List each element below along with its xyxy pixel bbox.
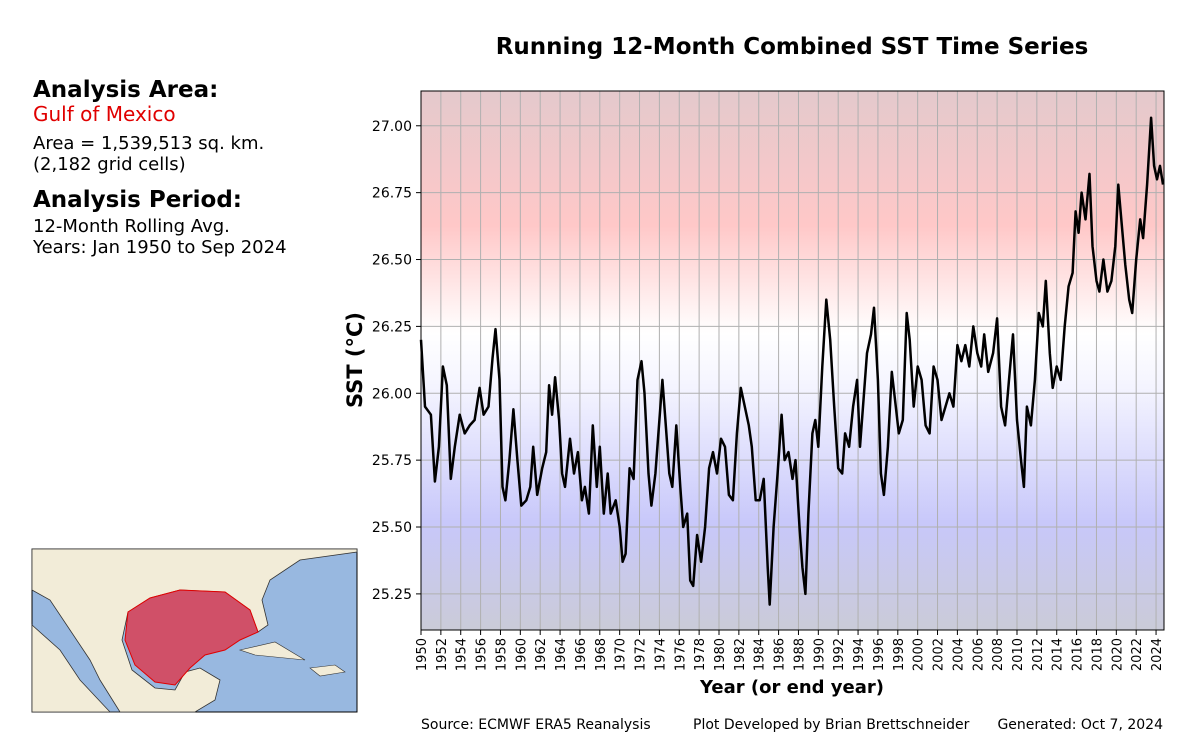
x-tick-label: 1984 [753, 638, 768, 671]
plot-background [421, 91, 1164, 630]
x-tick-label: 1960 [514, 638, 529, 671]
x-tick-label: 2018 [1090, 638, 1105, 671]
x-tick-label: 1964 [554, 638, 569, 671]
x-tick-label: 2010 [1011, 638, 1026, 671]
x-tick-label: 2012 [1031, 638, 1046, 671]
x-tick-label: 1982 [733, 638, 748, 671]
gulf-area [124, 589, 259, 686]
x-tick-label: 2006 [971, 638, 986, 671]
sst-line [419, 116, 1165, 606]
x-tick-label: 1988 [792, 638, 807, 671]
x-tick-label: 1980 [713, 638, 728, 671]
x-tick-label: 1954 [455, 638, 470, 671]
chart: Running 12-Month Combined SST Time Serie… [372, 34, 1165, 671]
y-tick-label: 26.50 [372, 253, 412, 269]
x-tick-label: 2008 [991, 638, 1006, 671]
x-tick-label: 2014 [1051, 638, 1066, 671]
x-tick-label: 1990 [812, 638, 827, 671]
x-tick-label: 1952 [435, 638, 450, 671]
x-tick-label: 1958 [494, 638, 509, 671]
x-tick-label: 2004 [951, 638, 966, 671]
x-tick-label: 1950 [415, 638, 430, 671]
footer-source: Source: ECMWF ERA5 Reanalysis [421, 717, 651, 733]
x-tick-label: 2002 [932, 638, 947, 671]
area-size: Area = 1,539,513 sq. km. [33, 133, 264, 154]
plot-frame [420, 90, 1165, 631]
y-tick-label: 26.25 [372, 319, 412, 335]
map [31, 548, 358, 713]
y-tick-label: 26.00 [372, 386, 412, 402]
x-tick-label: 1986 [773, 638, 788, 671]
x-tick-label: 2024 [1150, 638, 1165, 671]
y-tick-label: 25.25 [372, 587, 412, 603]
x-tick-label: 1966 [574, 638, 589, 671]
period-heading: Analysis Period: [33, 187, 242, 213]
x-tick-label: 1994 [852, 638, 867, 671]
x-tick-label: 1978 [693, 638, 708, 671]
x-tick-label: 1968 [594, 638, 609, 671]
x-tick-label: 1976 [673, 638, 688, 671]
x-tick-label: 2016 [1071, 638, 1086, 671]
y-tick-label: 25.75 [372, 453, 412, 469]
land [31, 548, 358, 713]
y-tick-label: 27.00 [372, 119, 412, 135]
x-tick-label: 2020 [1110, 638, 1125, 671]
x-tick-label: 1972 [634, 638, 649, 671]
x-tick-label: 1998 [892, 638, 907, 671]
y-axis-label: SST (°C) [343, 312, 367, 408]
x-tick-label: 1974 [653, 638, 668, 671]
footer-generated: Generated: Oct 7, 2024 [997, 717, 1163, 733]
x-tick-label: 2000 [912, 638, 927, 671]
x-tick-label: 1996 [872, 638, 887, 671]
chart-title: Running 12-Month Combined SST Time Serie… [496, 34, 1089, 60]
y-tick-label: 26.75 [372, 186, 412, 202]
x-tick-label: 2022 [1130, 638, 1145, 671]
x-tick-label: 1956 [475, 638, 490, 671]
period-years: Years: Jan 1950 to Sep 2024 [32, 237, 287, 258]
grid-cells: (2,182 grid cells) [33, 154, 186, 175]
area-heading: Analysis Area: [33, 77, 218, 103]
y-tick-label: 25.50 [372, 520, 412, 536]
footer-author: Plot Developed by Brian Brettschneider [693, 717, 970, 733]
x-tick-label: 1970 [614, 638, 629, 671]
cuba [238, 641, 306, 661]
x-tick-label: 1962 [534, 638, 549, 671]
period-method: 12-Month Rolling Avg. [33, 216, 230, 237]
x-axis-label: Year (or end year) [699, 677, 884, 698]
hispaniola [309, 664, 346, 677]
area-name: Gulf of Mexico [33, 102, 176, 126]
x-tick-label: 1992 [832, 638, 847, 671]
